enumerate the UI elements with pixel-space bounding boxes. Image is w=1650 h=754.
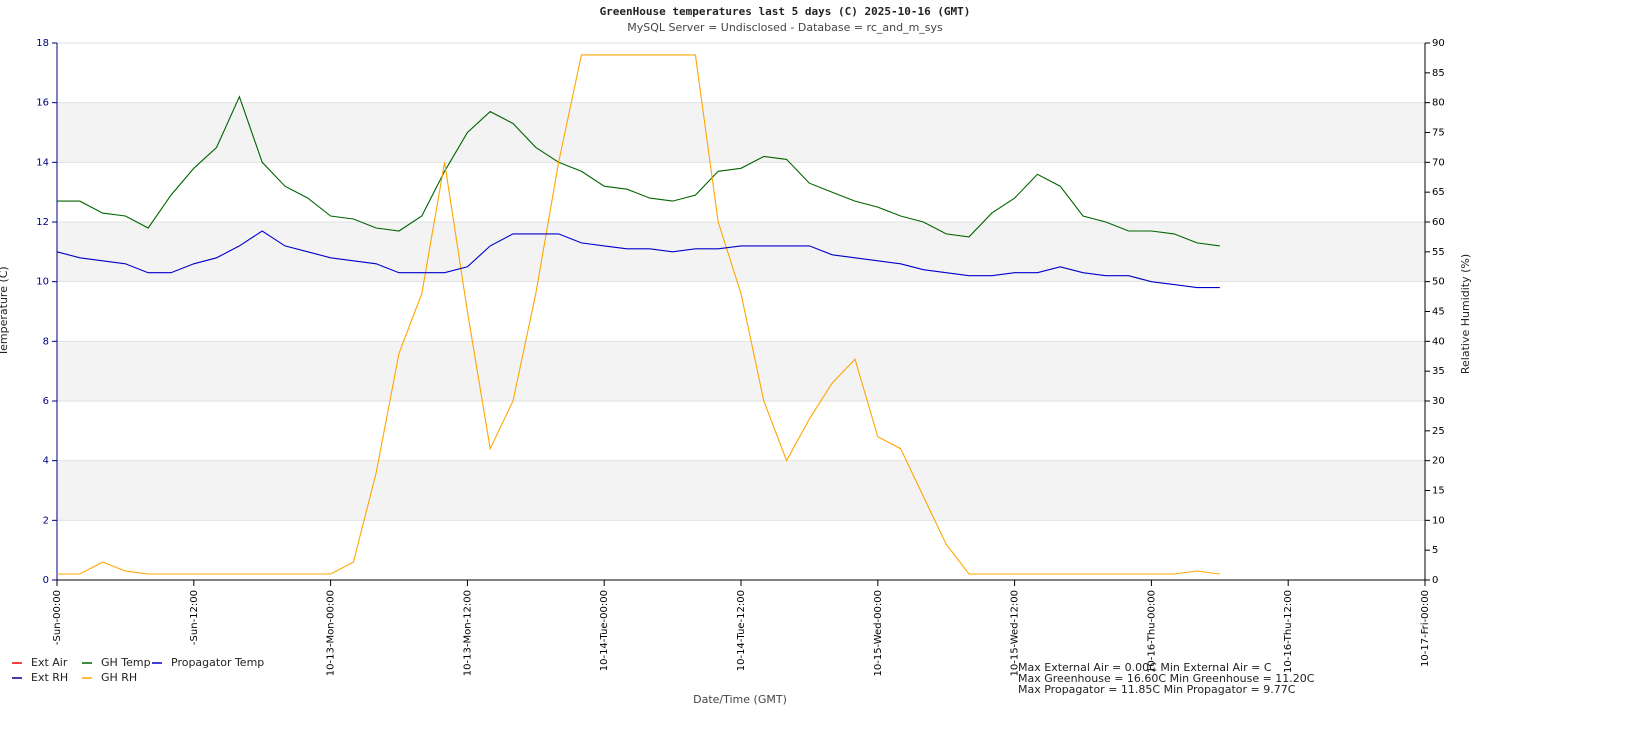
stats-annotation: Max Propagator = 11.85C Min Propagator =… [1018, 683, 1296, 696]
x-tick-label: -Sun-12:00 [189, 590, 200, 645]
y-tick-label: 8 [43, 336, 49, 347]
legend-label: Propagator Temp [171, 656, 264, 669]
legend-label: GH RH [101, 671, 137, 684]
x-tick-label: 10-15-Wed-12:00 [1010, 590, 1021, 677]
y2-tick-label: 40 [1432, 336, 1445, 347]
legend-label: Ext RH [31, 671, 68, 684]
y2-tick-label: 50 [1432, 277, 1445, 288]
y-tick-label: 12 [36, 217, 49, 228]
y-tick-label: 4 [43, 456, 49, 467]
y2-tick-label: 10 [1432, 515, 1445, 526]
y2-tick-label: 15 [1432, 486, 1445, 497]
stats-annotation: Max Greenhouse = 16.60C Min Greenhouse =… [1018, 672, 1315, 685]
y2-tick-label: 30 [1432, 396, 1445, 407]
y-tick-label: 16 [36, 98, 49, 109]
y-tick-label: 6 [43, 396, 49, 407]
x-tick-label: 10-13-Mon-00:00 [326, 590, 337, 676]
y-tick-label: 0 [43, 575, 49, 586]
chart-title: GreenHouse temperatures last 5 days (C) … [600, 5, 971, 18]
y2-tick-label: 75 [1432, 128, 1445, 139]
y2-tick-label: 55 [1432, 247, 1445, 258]
x-axis-label: Date/Time (GMT) [693, 693, 787, 706]
stats-annotation: Max External Air = 0.00C Min External Ai… [1018, 661, 1272, 674]
x-tick-label: 10-16-Thu-00:00 [1146, 590, 1157, 673]
y-axis-label: Temperature (C) [0, 266, 10, 356]
y2-tick-label: 90 [1432, 38, 1445, 49]
x-tick-label: 10-16-Thu-12:00 [1283, 590, 1294, 673]
y2-tick-label: 60 [1432, 217, 1445, 228]
series-line [57, 95, 1220, 247]
y2-tick-label: 25 [1432, 426, 1445, 437]
x-tick-label: 10-17-Fri-00:00 [1420, 590, 1431, 667]
x-tick-label: 10-14-Tue-00:00 [599, 590, 610, 671]
series-line [56, 230, 1220, 289]
y2-axis-label: Relative Humidity (%) [1459, 254, 1472, 374]
y2-tick-label: 35 [1432, 366, 1445, 377]
grid-band [57, 222, 1425, 282]
legend-label: Ext Air [31, 656, 68, 669]
y2-tick-label: 70 [1432, 157, 1445, 168]
y2-tick-label: 85 [1432, 68, 1445, 79]
y2-tick-label: 65 [1432, 187, 1445, 198]
y2-tick-label: 20 [1432, 456, 1445, 467]
grid-band [57, 460, 1425, 521]
y2-tick-label: 0 [1432, 575, 1438, 586]
y-tick-label: 14 [36, 157, 49, 168]
chart-subtitle: MySQL Server = Undisclosed - Database = … [627, 21, 943, 34]
y2-tick-label: 5 [1432, 545, 1438, 556]
series-line [57, 54, 1220, 575]
y-tick-label: 2 [43, 515, 49, 526]
grid-band [57, 341, 1425, 401]
legend-label: GH Temp [101, 656, 151, 669]
x-tick-label: 10-14-Tue-12:00 [736, 590, 747, 671]
y2-tick-label: 45 [1432, 307, 1445, 318]
x-tick-label: 10-13-Mon-12:00 [462, 590, 473, 676]
y2-tick-label: 80 [1432, 98, 1445, 109]
y-tick-label: 18 [36, 38, 49, 49]
x-tick-label: -Sun-00:00 [52, 590, 63, 645]
x-tick-label: 10-15-Wed-00:00 [873, 590, 884, 677]
y-tick-label: 10 [36, 277, 49, 288]
grid-band [57, 102, 1425, 163]
